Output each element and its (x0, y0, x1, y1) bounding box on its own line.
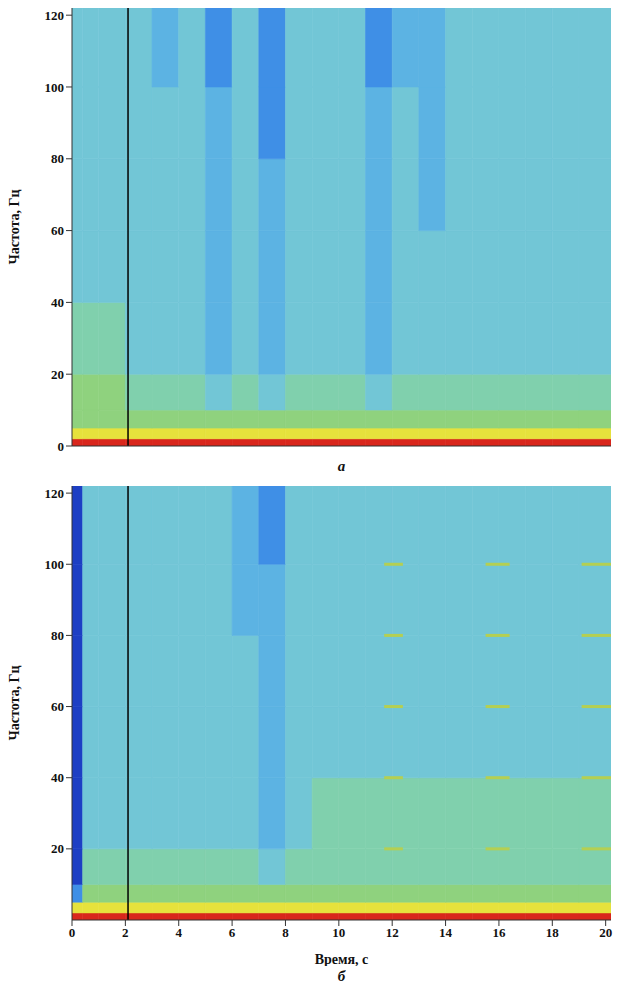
svg-text:Частота, Гц: Частота, Гц (7, 665, 22, 740)
svg-text:10: 10 (332, 925, 345, 940)
svg-text:20: 20 (599, 925, 612, 940)
html-text:б: б (337, 968, 346, 984)
svg-text:40: 40 (51, 295, 64, 310)
svg-text:2: 2 (122, 925, 129, 940)
svg-text:20: 20 (51, 841, 64, 856)
svg-text:100: 100 (45, 557, 65, 572)
svg-text:60: 60 (51, 699, 64, 714)
html-text:а: а (337, 458, 346, 474)
svg-text:6: 6 (229, 925, 236, 940)
svg-text:12: 12 (386, 925, 399, 940)
svg-text:80: 80 (51, 151, 64, 166)
svg-text:120: 120 (45, 8, 65, 23)
svg-text:20: 20 (51, 367, 64, 382)
svg-text:120: 120 (45, 486, 65, 501)
svg-text:4: 4 (175, 925, 182, 940)
svg-text:60: 60 (51, 223, 64, 238)
svg-text:Время, с: Время, с (315, 952, 369, 966)
svg-text:0: 0 (58, 439, 65, 454)
svg-text:18: 18 (546, 925, 560, 940)
svg-text:80: 80 (51, 628, 64, 643)
svg-text:100: 100 (45, 80, 65, 95)
svg-text:40: 40 (51, 770, 64, 785)
svg-text:14: 14 (439, 925, 453, 940)
svg-text:0: 0 (69, 925, 76, 940)
svg-text:16: 16 (492, 925, 506, 940)
svg-text:Частота, Гц: Частота, Гц (7, 189, 22, 264)
svg-text:8: 8 (282, 925, 289, 940)
